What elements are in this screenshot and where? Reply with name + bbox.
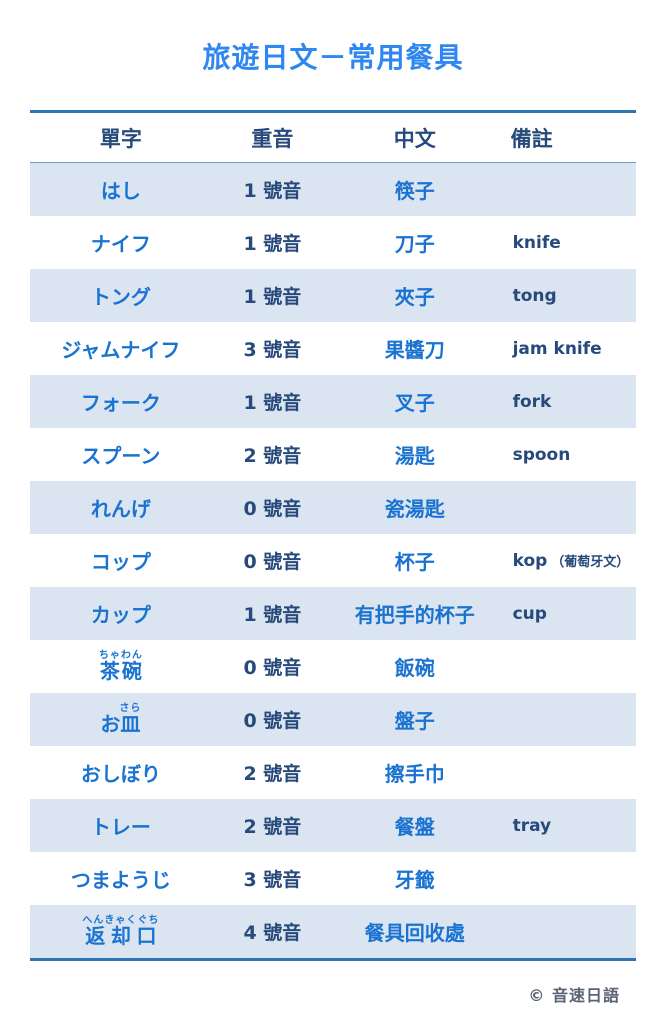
chinese-cell: 盤子 — [332, 693, 497, 746]
table-row: トング 1 號音 夾子 tong — [30, 269, 636, 322]
table-row: フォーク 1 號音 叉子 fork — [30, 375, 636, 428]
note-cell — [497, 852, 636, 905]
chinese-cell: 湯匙 — [394, 444, 435, 468]
word-cell: 茶碗ちゃわん — [98, 649, 143, 683]
chinese-cell: 夾子 — [332, 269, 497, 322]
note-cell: spoon — [512, 444, 571, 465]
note-annotation: （葡萄牙文） — [551, 554, 630, 570]
accent-cell: 3 號音 — [243, 869, 302, 891]
table-row: れんげ 0 號音 瓷湯匙 — [30, 481, 636, 534]
note-cell: kop （葡萄牙文） — [512, 550, 630, 571]
accent-cell: 1 號音 — [211, 587, 333, 640]
chinese-cell: 飯碗 — [394, 656, 435, 680]
table-row: スプーン 2 號音 湯匙 spoon — [30, 428, 636, 481]
accent-cell: 0 號音 — [243, 657, 302, 679]
table-row: はし 1 號音 筷子 — [30, 162, 636, 216]
header-row: 單字 重音 中文 備註 — [30, 111, 636, 163]
accent-cell: 1 號音 — [211, 375, 333, 428]
word-cell: フォーク — [30, 375, 212, 428]
table-row: 返却口へんきゃくぐち 4 號音 餐具回收處 — [30, 905, 636, 960]
accent-cell: 2 號音 — [243, 445, 302, 467]
chinese-cell: 有把手的杯子 — [332, 587, 497, 640]
chinese-cell: 刀子 — [394, 232, 435, 256]
note-cell: tray — [496, 799, 636, 852]
col-header-accent: 重音 — [211, 111, 333, 163]
word-cell: カップ — [30, 587, 212, 640]
chinese-cell: 餐盤 — [332, 799, 497, 852]
note-cell: cup — [496, 587, 636, 640]
table-row: コップ 0 號音 杯子 kop （葡萄牙文） — [30, 534, 636, 587]
note-cell: jam knife — [512, 338, 602, 359]
accent-cell: 2 號音 — [211, 799, 333, 852]
accent-cell: 3 號音 — [243, 339, 302, 361]
table-row: カップ 1 號音 有把手的杯子 cup — [30, 587, 636, 640]
table-row: お皿さら 0 號音 盤子 — [30, 693, 636, 746]
copyright-text: © 音速日語 — [528, 986, 620, 1005]
note-cell — [496, 162, 636, 216]
word-cell: スプーン — [81, 444, 161, 468]
table-row: つまようじ 3 號音 牙籤 — [30, 852, 636, 905]
word-cell: ナイフ — [90, 232, 151, 256]
chinese-cell: 餐具回收處 — [332, 905, 497, 960]
accent-cell: 1 號音 — [211, 162, 333, 216]
col-header-note: 備註 — [496, 111, 636, 163]
note-cell — [496, 905, 636, 960]
note-cell — [496, 693, 636, 746]
accent-cell: 1 號音 — [211, 269, 333, 322]
chinese-cell: 瓷湯匙 — [332, 481, 497, 534]
chinese-cell: 叉子 — [332, 375, 497, 428]
note-cell — [497, 746, 636, 799]
word-cell: トング — [30, 269, 212, 322]
accent-cell: 0 號音 — [211, 693, 333, 746]
table-row: トレー 2 號音 餐盤 tray — [30, 799, 636, 852]
table-row: ジャムナイフ 3 號音 果醬刀 jam knife — [30, 322, 636, 375]
word-cell: コップ — [90, 550, 151, 574]
chinese-cell: 果醬刀 — [384, 338, 445, 362]
word-cell: トレー — [30, 799, 212, 852]
table-row: 茶碗ちゃわん 0 號音 飯碗 — [30, 640, 636, 693]
chinese-cell: 杯子 — [394, 550, 435, 574]
note-cell — [496, 481, 636, 534]
note-cell — [497, 640, 636, 693]
word-cell: つまようじ — [70, 868, 171, 892]
note-cell: fork — [496, 375, 636, 428]
table-row: ナイフ 1 號音 刀子 knife — [30, 216, 636, 269]
table-row: おしぼり 2 號音 擦手巾 — [30, 746, 636, 799]
word-cell: 返却口へんきゃくぐち — [30, 905, 212, 960]
word-cell: お皿さら — [30, 693, 212, 746]
accent-cell: 0 號音 — [243, 551, 302, 573]
word-cell: ジャムナイフ — [61, 338, 181, 362]
page-title: 旅遊日文－常用餐具 — [202, 41, 464, 74]
note-cell: knife — [512, 232, 561, 253]
word-cell: れんげ — [30, 481, 212, 534]
col-header-chinese: 中文 — [332, 111, 497, 163]
col-header-word: 單字 — [30, 111, 212, 163]
accent-cell: 0 號音 — [211, 481, 333, 534]
accent-cell: 1 號音 — [243, 233, 302, 255]
chinese-cell: 牙籤 — [394, 868, 435, 892]
vocab-table: 單字 重音 中文 備註 はし 1 號音 筷子 ナイフ 1 號音 刀子 knife… — [30, 110, 636, 961]
word-cell: はし — [30, 162, 212, 216]
chinese-cell: 擦手巾 — [384, 762, 445, 786]
word-cell: おしぼり — [80, 762, 161, 786]
chinese-cell: 筷子 — [332, 162, 497, 216]
accent-cell: 4 號音 — [211, 905, 333, 960]
accent-cell: 2 號音 — [243, 763, 302, 785]
note-cell: tong — [496, 269, 636, 322]
